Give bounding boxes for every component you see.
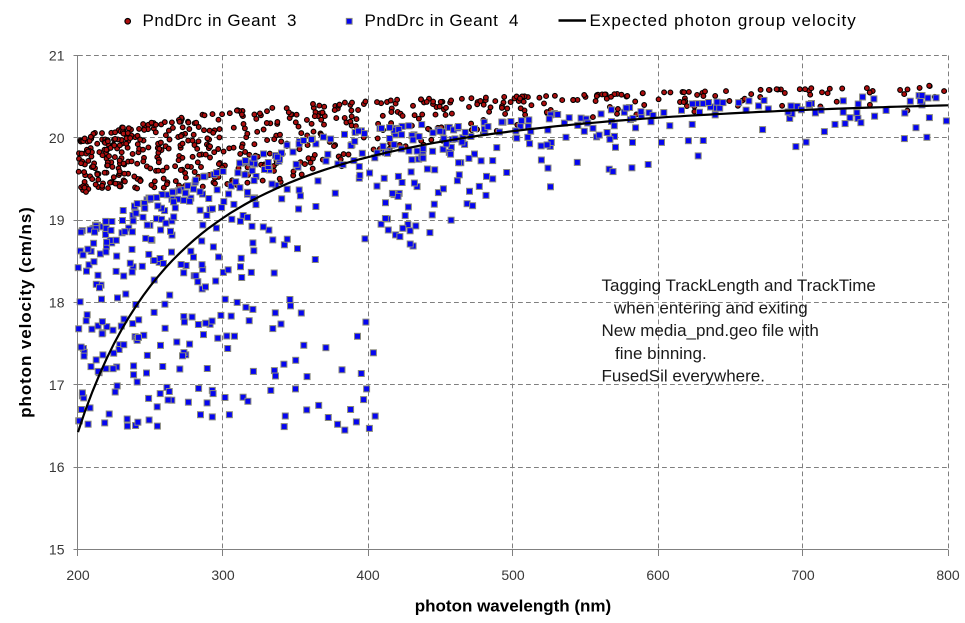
- svg-text:18: 18: [49, 295, 65, 311]
- svg-text:17: 17: [49, 377, 65, 393]
- svg-text:Expected photon group velocity: Expected photon group velocity: [590, 11, 857, 30]
- svg-text:New media_pnd.geo file with: New media_pnd.geo file with: [602, 321, 819, 340]
- svg-text:PndDrc in Geant 3: PndDrc in Geant 3: [143, 11, 297, 30]
- svg-text:200: 200: [66, 567, 90, 583]
- svg-text:21: 21: [49, 47, 65, 63]
- svg-text:Tagging TrackLength and TrackT: Tagging TrackLength and TrackTime: [602, 276, 876, 295]
- svg-text:FusedSil everywhere.: FusedSil everywhere.: [602, 367, 765, 386]
- svg-text:fine binning.: fine binning.: [615, 344, 707, 363]
- svg-text:15: 15: [49, 542, 65, 558]
- svg-text:photon velocity (cm/ns): photon velocity (cm/ns): [16, 206, 35, 418]
- svg-text:600: 600: [646, 567, 670, 583]
- svg-text:PndDrc in Geant 4: PndDrc in Geant 4: [365, 11, 519, 30]
- svg-text:400: 400: [356, 567, 380, 583]
- svg-text:20: 20: [49, 130, 65, 146]
- svg-text:500: 500: [501, 567, 525, 583]
- svg-text:800: 800: [936, 567, 960, 583]
- svg-text:16: 16: [49, 459, 65, 475]
- svg-text:when entering and exiting: when entering and exiting: [613, 299, 808, 318]
- svg-text:700: 700: [791, 567, 815, 583]
- svg-text:photon wavelength (nm): photon wavelength (nm): [415, 597, 611, 616]
- svg-text:19: 19: [49, 212, 65, 228]
- svg-text:300: 300: [211, 567, 235, 583]
